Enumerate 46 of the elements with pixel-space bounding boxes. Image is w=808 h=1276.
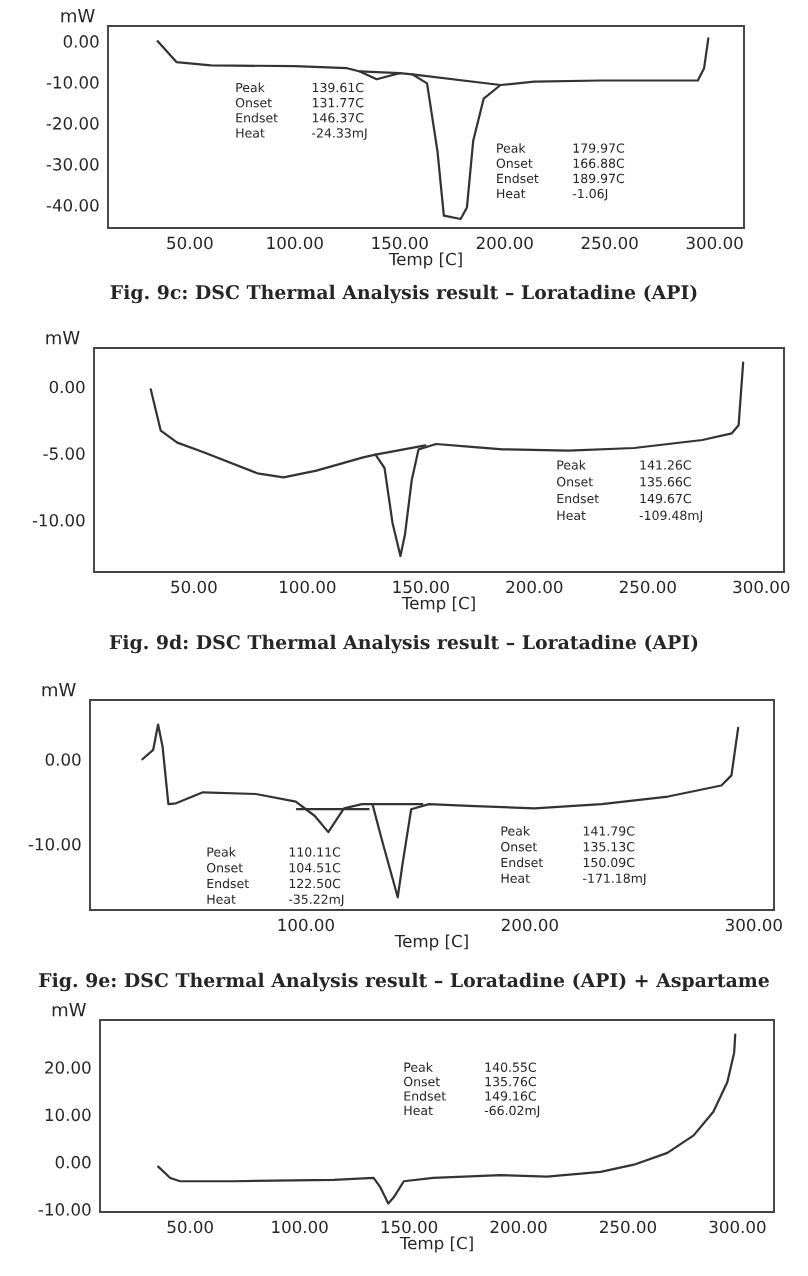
x-tick-label: 150.00 [393, 580, 449, 594]
text: Fig. 9c: DSC Thermal Analysis result – Loratadine (API) [110, 284, 697, 304]
text: Fig. 9d: DSC Thermal Analysis result – Loratadine (API) [109, 634, 698, 654]
x-tick-label: 300.00 [709, 1220, 766, 1234]
y-axis-title: mW [46, 331, 80, 345]
x-tick-label: 50.00 [167, 1220, 213, 1234]
y-tick-label: 0.00 [55, 1155, 91, 1169]
x-tick-label: 300.00 [733, 580, 790, 594]
x-tick-label: 200.00 [506, 580, 563, 594]
x-tick-label: 250.00 [600, 1220, 657, 1234]
x-axis-title: Temp [C] [399, 1236, 473, 1253]
x-tick-label: 100.00 [272, 1220, 328, 1234]
x-tick-label: 300.00 [725, 918, 782, 932]
y-tick-label: -10.00 [28, 837, 81, 851]
y-tick-label: -10.00 [46, 76, 99, 89]
x-tick-label: 200.00 [476, 236, 533, 250]
x-tick-label: 150.00 [381, 1220, 438, 1234]
x-tick-label: 50.00 [171, 580, 217, 594]
x-tick-label: 100.00 [267, 236, 323, 250]
x-axis-title: Temp [C] [394, 934, 468, 951]
y-tick-label: 0.00 [45, 753, 81, 766]
text: Fig. 9e: DSC Thermal Analysis result – Loratadine (API) + Aspartame [39, 972, 769, 992]
x-tick-label: 150.00 [372, 236, 428, 250]
y-tick-label: -20.00 [46, 117, 99, 130]
y-tick-label: -40.00 [46, 199, 99, 212]
x-tick-label: 200.00 [490, 1220, 547, 1234]
y-tick-label: -10.00 [32, 513, 85, 527]
y-tick-label: -5.00 [43, 447, 85, 460]
x-tick-label: 250.00 [581, 236, 638, 250]
y-axis-title: mW [52, 1003, 86, 1017]
y-axis-title: mW [42, 683, 76, 697]
y-tick-label: -30.00 [46, 158, 99, 171]
y-tick-label: 0.00 [49, 380, 85, 394]
x-axis-title: Temp [C] [388, 252, 462, 269]
x-tick-label: 200.00 [501, 918, 558, 932]
x-tick-label: 50.00 [167, 236, 213, 250]
y-tick-label: -10.00 [38, 1203, 91, 1216]
x-tick-label: 300.00 [686, 236, 743, 250]
y-tick-label: 10.00 [45, 1108, 91, 1122]
y-tick-label: 0.00 [63, 35, 99, 48]
x-tick-label: 100.00 [280, 580, 336, 594]
x-tick-label: 250.00 [619, 580, 676, 594]
y-axis-title: mW [61, 9, 95, 23]
y-tick-label: 20.00 [45, 1061, 91, 1074]
x-tick-label: 100.00 [278, 918, 334, 932]
x-axis-title: Temp [C] [401, 596, 475, 613]
